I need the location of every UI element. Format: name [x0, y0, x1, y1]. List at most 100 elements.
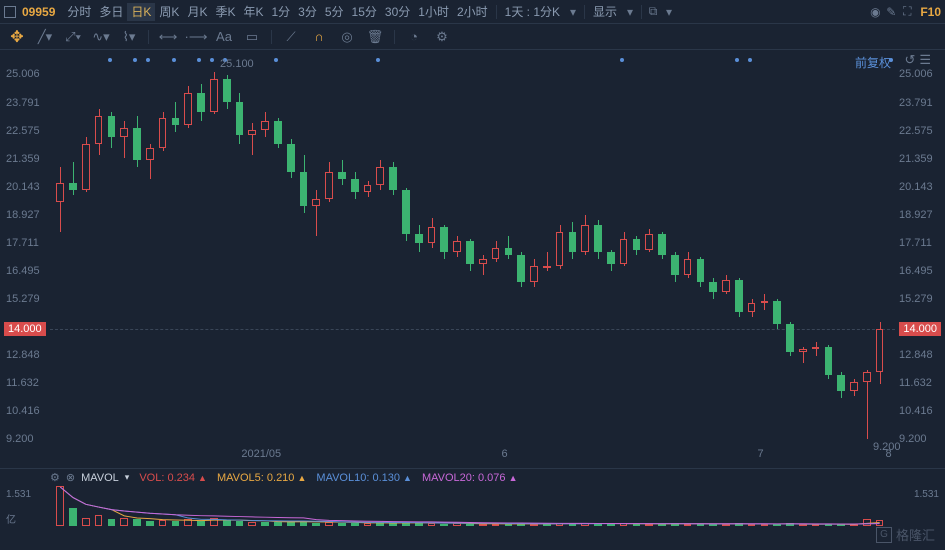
period-30分[interactable]: 30分 [381, 3, 414, 21]
candle-body [440, 227, 448, 252]
period-日K[interactable]: 日K [127, 3, 155, 21]
magnet-tool-icon[interactable]: ∩ [310, 28, 328, 46]
wave-tool-icon[interactable]: ∿▾ [92, 28, 110, 46]
event-dot[interactable] [197, 58, 201, 62]
candle-body [274, 121, 282, 144]
custom-period-label[interactable]: 1天 : 1分K [505, 3, 560, 20]
copy-icon[interactable]: ⧉ [646, 5, 660, 19]
period-年K[interactable]: 年K [239, 3, 267, 21]
period-5分[interactable]: 5分 [321, 3, 348, 21]
vol-yaxis-right: 1.531 [914, 489, 939, 500]
indicator-tool-icon[interactable]: ◔ [405, 28, 423, 46]
candle-body [876, 329, 884, 373]
candle-body [133, 128, 141, 160]
watermark-text: 格隆汇 [896, 525, 935, 544]
period-3分[interactable]: 3分 [294, 3, 321, 21]
comment-tool-icon[interactable]: ▭ [243, 28, 261, 46]
price-tag-right: 14.000 [899, 322, 941, 336]
f10-button[interactable]: F10 [920, 5, 941, 19]
period-季K[interactable]: 季K [211, 3, 239, 21]
event-dot[interactable] [210, 58, 214, 62]
display-label[interactable]: 显示 [593, 3, 617, 20]
period-周K[interactable]: 周K [155, 3, 183, 21]
candle-body [428, 227, 436, 243]
edit-icon[interactable]: ✎ [884, 5, 898, 19]
ytick: 23.791 [6, 97, 40, 109]
line-tool-icon[interactable]: ╱▾ [36, 28, 54, 46]
ytick: 12.848 [899, 349, 933, 361]
vol-indicator: VOL: 0.234 ▲ [139, 472, 207, 484]
period-月K[interactable]: 月K [183, 3, 211, 21]
eye-tool-icon[interactable]: ◎ [338, 28, 356, 46]
candle-body [773, 301, 781, 324]
refresh-icon[interactable]: ↺ [904, 52, 915, 68]
candle-body [684, 259, 692, 275]
event-dot[interactable] [108, 58, 112, 62]
trend-tool-icon[interactable]: ⤢▾ [64, 28, 82, 46]
event-dot[interactable] [748, 58, 752, 62]
candle-body [492, 248, 500, 260]
period-2小时[interactable]: 2小时 [453, 3, 492, 21]
mavol20-indicator: MAVOL20: 0.076 ▲ [422, 472, 518, 484]
ruler-tool-icon[interactable]: ⟋ [282, 28, 300, 46]
camera-icon[interactable]: ◉ [868, 5, 882, 19]
separator [584, 5, 585, 19]
candle-body [735, 280, 743, 312]
chart-plot-area: 25.1009.200 [50, 70, 895, 444]
candlestick-chart[interactable]: 前复权 ↺ ☰ 25.00623.79122.57521.35920.14318… [0, 50, 945, 468]
event-dot[interactable] [146, 58, 150, 62]
candle-wick [124, 121, 125, 158]
mavol10-indicator: MAVOL10: 0.130 ▲ [316, 472, 412, 484]
brush-tool-icon[interactable]: ⌇▾ [120, 28, 138, 46]
candle-body [761, 301, 769, 303]
candle-body [223, 79, 231, 102]
xtick: 2021/05 [241, 448, 281, 460]
event-dot[interactable] [172, 58, 176, 62]
xtick: 8 [886, 448, 892, 460]
candle-body [466, 241, 474, 264]
ytick: 17.711 [899, 237, 932, 249]
candle-body [863, 372, 871, 381]
separator [496, 5, 497, 19]
volume-header: ⚙ ⊗ MAVOL ▾ VOL: 0.234 ▲ MAVOL5: 0.210 ▲… [50, 471, 518, 484]
event-dot[interactable] [735, 58, 739, 62]
x-axis: 2021/05678 [50, 448, 895, 464]
event-dot[interactable] [133, 58, 137, 62]
event-dot[interactable] [376, 58, 380, 62]
candle-body [312, 199, 320, 206]
candle-body [543, 266, 551, 268]
ytick: 10.416 [899, 405, 933, 417]
candle-body [82, 144, 90, 190]
adjustment-label[interactable]: 前复权 [855, 54, 891, 71]
separator [641, 5, 642, 19]
gear-icon[interactable]: ⚙ [50, 471, 60, 484]
event-dot[interactable] [274, 58, 278, 62]
high-marker: 25.100 [220, 58, 254, 70]
y-axis-left: 25.00623.79122.57521.35920.14318.92717.7… [6, 70, 46, 444]
chevron-down-icon[interactable]: ▾ [623, 5, 637, 19]
menu-square-icon[interactable] [4, 6, 16, 18]
chevron-down-icon[interactable]: ▾ [566, 5, 580, 19]
period-1小时[interactable]: 1小时 [414, 3, 453, 21]
drawing-toolbar: ✥ ╱▾ ⤢▾ ∿▾ ⌇▾ ⟷ ·⟶ Aa ▭ ⟋ ∩ ◎ 🗑 ◔ ⚙ [0, 24, 945, 50]
expand-icon[interactable]: ⛶ [900, 5, 914, 19]
text-tool-icon[interactable]: Aa [215, 28, 233, 46]
point-tool-icon[interactable]: ·⟶ [187, 28, 205, 46]
chevron-down-icon[interactable]: ▾ [125, 472, 130, 483]
range-tool-icon[interactable]: ⟷ [159, 28, 177, 46]
candle-body [748, 303, 756, 312]
period-多日[interactable]: 多日 [95, 3, 127, 21]
period-15分[interactable]: 15分 [348, 3, 381, 21]
separator [148, 30, 149, 44]
settings-tool-icon[interactable]: ⚙ [433, 28, 451, 46]
period-分时[interactable]: 分时 [63, 3, 95, 21]
volume-panel[interactable]: ⚙ ⊗ MAVOL ▾ VOL: 0.234 ▲ MAVOL5: 0.210 ▲… [0, 468, 945, 528]
period-1分[interactable]: 1分 [267, 3, 294, 21]
chevron-down-icon[interactable]: ▾ [662, 5, 676, 19]
candle-wick [252, 123, 253, 155]
move-icon[interactable]: ✥ [8, 28, 26, 46]
event-dot[interactable] [620, 58, 624, 62]
close-icon[interactable]: ⊗ [66, 471, 75, 484]
list-icon[interactable]: ☰ [919, 52, 931, 68]
trash-tool-icon[interactable]: 🗑 [366, 28, 384, 46]
